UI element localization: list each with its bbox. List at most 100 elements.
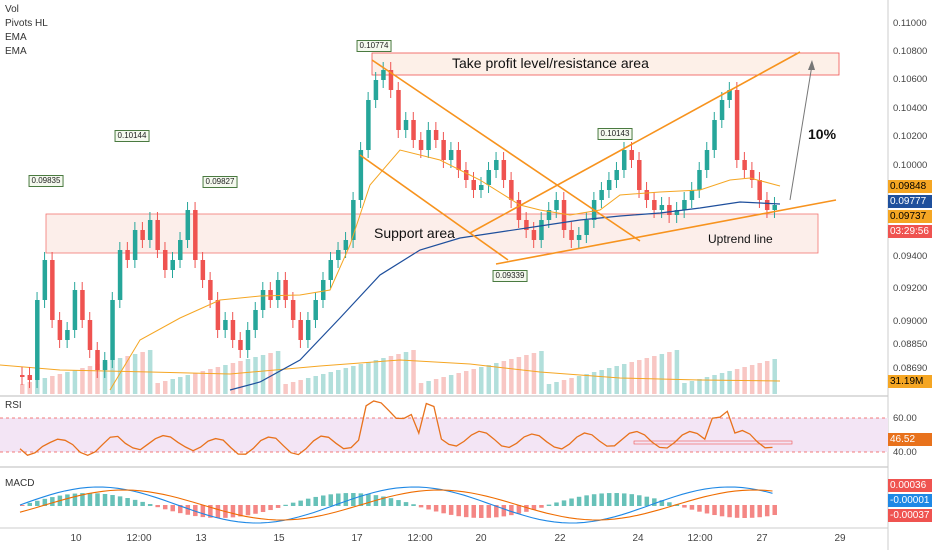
price-tick: 0.08690	[893, 363, 928, 374]
price-tick: 0.11000	[893, 18, 927, 29]
macd-histogram-bar	[20, 505, 25, 506]
candle-body	[351, 200, 356, 240]
legend-ema-2[interactable]: EMA	[5, 46, 27, 57]
candle-body	[72, 290, 78, 330]
volume-bar	[561, 380, 567, 394]
legend-ema-1[interactable]: EMA	[5, 32, 27, 43]
macd-histogram-bar	[433, 505, 439, 512]
candle-body	[238, 340, 243, 350]
volume-bar	[328, 372, 334, 394]
candle-body	[155, 220, 160, 250]
volume-bar	[313, 376, 318, 394]
macd-histogram-bar	[471, 505, 476, 518]
volume-bar	[396, 354, 401, 394]
macd-histogram-bar	[509, 505, 514, 516]
legend-vol[interactable]: Vol	[5, 4, 19, 15]
macd-histogram-bar	[110, 495, 115, 506]
macd-histogram-bar	[531, 505, 537, 510]
price-tick: 0.08850	[893, 339, 928, 350]
candle-body	[328, 260, 334, 280]
macd-histogram-bar	[659, 500, 665, 506]
candle-body	[697, 170, 702, 190]
macd-histogram-bar	[494, 505, 499, 518]
volume-bar	[614, 366, 619, 394]
candle-body	[215, 300, 221, 330]
volume-bar	[170, 379, 175, 394]
volume-tag: 31.19M	[888, 375, 932, 388]
macd-histogram-bar	[584, 495, 589, 506]
candle-body	[290, 300, 296, 320]
macd-histogram-bar	[178, 505, 183, 514]
macd-histogram-bar	[320, 495, 326, 506]
candle-body	[42, 260, 48, 300]
candle-body	[20, 375, 25, 377]
candle-body	[110, 300, 115, 360]
volume-bar	[569, 378, 574, 394]
candle-body	[162, 250, 168, 270]
target-arrow	[789, 64, 813, 201]
price-tick: 0.09200	[893, 283, 928, 294]
candle-body	[418, 140, 424, 150]
macd-line	[19, 486, 773, 524]
macd-histogram-bar	[351, 493, 356, 506]
candle-body	[253, 310, 258, 330]
volume-bar	[433, 379, 439, 394]
rsi-title[interactable]: RSI	[5, 400, 22, 411]
macd-histogram-bar	[215, 505, 221, 518]
candle-body	[554, 200, 559, 210]
candle-body	[403, 120, 409, 130]
volume-bar	[531, 353, 537, 394]
volume-bar	[689, 381, 695, 394]
macd-histogram-bar	[411, 504, 416, 506]
volume-bar	[584, 374, 589, 394]
candle-body	[208, 280, 213, 300]
macd-value-tag: -0.00037	[888, 509, 932, 522]
volume-bar	[606, 368, 612, 394]
price-tick: 0.09400	[893, 251, 928, 262]
macd-histogram-bar	[102, 493, 108, 506]
volume-bar	[749, 365, 755, 394]
candle-body	[629, 150, 635, 160]
candle-body	[441, 140, 446, 160]
price-tick: 0.10800	[893, 46, 928, 57]
pivot-high-label: 0.09827	[202, 176, 238, 188]
volume-bar	[320, 374, 326, 394]
candle-body	[757, 180, 762, 200]
volume-bar	[727, 371, 732, 394]
pivot-low-label: 0.09339	[492, 270, 528, 282]
candle-body	[448, 150, 454, 160]
time-tick: 10	[70, 533, 82, 544]
candle-body	[569, 230, 574, 240]
volume-bar	[253, 357, 258, 394]
candle-body	[193, 210, 198, 260]
candle-body	[268, 290, 273, 300]
macd-histogram-bar	[117, 496, 123, 506]
macd-histogram-bar	[336, 493, 341, 506]
rsi-line	[19, 400, 773, 457]
macd-histogram-bar	[381, 496, 386, 506]
volume-bar	[764, 361, 770, 394]
volume-bar	[697, 379, 702, 394]
volume-bar	[554, 382, 559, 394]
candle-body	[125, 250, 130, 260]
volume-bar	[652, 356, 657, 394]
macd-signal-line	[19, 489, 773, 521]
macd-title[interactable]: MACD	[5, 478, 35, 489]
macd-histogram-bar	[599, 493, 604, 506]
candle-body	[433, 130, 439, 140]
pivot-high-label: 0.10774	[356, 40, 392, 52]
pivot-high-label: 0.10144	[114, 130, 150, 142]
rsi-band	[0, 418, 888, 452]
candle-body	[772, 205, 777, 210]
macd-histogram-bar	[305, 498, 311, 506]
candle-body	[411, 120, 416, 140]
price-tick: 0.10200	[893, 131, 928, 142]
uptrend-line-label: Uptrend line	[708, 232, 773, 246]
macd-histogram-bar	[185, 505, 191, 515]
ema-long-line	[229, 201, 781, 391]
volume-bar	[471, 369, 476, 394]
volume-bar	[208, 369, 213, 394]
candle-body	[479, 185, 484, 190]
legend-pivots[interactable]: Pivots HL	[5, 18, 48, 29]
